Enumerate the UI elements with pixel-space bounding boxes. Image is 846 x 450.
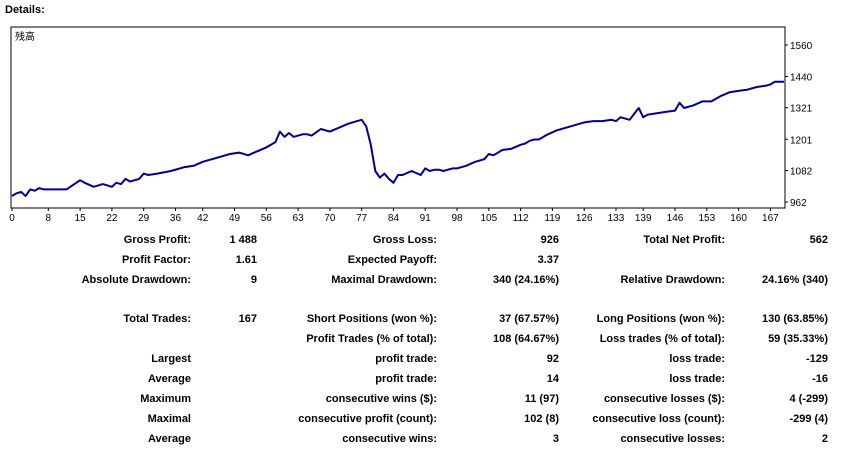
max-consecutive-losses-label: consecutive losses ($):: [603, 393, 725, 405]
x-tick-label: 70: [324, 213, 336, 224]
gross-profit-label: Gross Profit:: [123, 234, 191, 246]
x-tick-label: 98: [451, 213, 463, 224]
short-positions-label: Short Positions (won %):: [306, 313, 437, 325]
balance-chart: 残高 0 8 15 22 29 36 42 49 56 63 70 77 84 91 98 105 112 119 1…: [9, 26, 813, 224]
average-consecutive-wins-value: 3: [552, 433, 559, 445]
x-tick-label: 91: [420, 213, 432, 224]
gross-profit-value: 1 488: [229, 234, 257, 246]
details-title: Details:: [5, 4, 45, 16]
long-positions-label: Long Positions (won %):: [596, 313, 725, 325]
x-tick-label: 63: [293, 213, 305, 224]
expected-payoff-label: Expected Payoff:: [347, 254, 437, 266]
max-consecutive-losses-value: 4 (-299): [789, 393, 828, 405]
expected-payoff-value: 3.37: [537, 254, 559, 266]
largest-profit-trade-label: profit trade:: [375, 353, 437, 365]
x-tick-label: 105: [480, 213, 497, 224]
absolute-drawdown-label: Absolute Drawdown:: [81, 274, 191, 286]
x-tick-label: 133: [608, 213, 625, 224]
maximal-drawdown-label: Maximal Drawdown:: [331, 274, 437, 286]
average-profit-trade-value: 14: [546, 373, 559, 385]
x-tick-label: 0: [9, 213, 15, 224]
x-tick-label: 160: [730, 213, 747, 224]
loss-trades-label: Loss trades (% of total):: [599, 333, 725, 345]
maximal-consecutive-profit-label: consecutive profit (count):: [298, 413, 437, 425]
y-tick-label: 1321: [790, 104, 813, 115]
loss-trades-value: 59 (35.33%): [768, 333, 828, 345]
balance-line: [11, 80, 784, 197]
total-net-profit-value: 562: [809, 234, 828, 246]
average-consecutive-losses-value: 2: [821, 433, 828, 445]
profit-trades-value: 108 (64.67%): [492, 333, 559, 345]
profit-factor-value: 1.61: [235, 254, 257, 266]
x-tick-label: 119: [544, 213, 560, 224]
x-tick-label: 29: [138, 213, 150, 224]
max-consecutive-wins-value: 11 (97): [524, 393, 559, 405]
y-tick-label: 1560: [790, 41, 813, 52]
x-tick-label: 22: [106, 213, 118, 224]
average-consecutive-label: Average: [147, 433, 191, 445]
x-tick-label: 153: [698, 213, 715, 224]
maximal-drawdown-value: 340 (24.16%): [492, 274, 559, 286]
average-loss-trade-value: -16: [812, 373, 828, 385]
chart-legend-label: 残高: [15, 30, 35, 43]
y-tick-label: 962: [790, 198, 807, 209]
gross-loss-value: 926: [540, 234, 559, 246]
x-tick-label: 15: [75, 213, 87, 224]
x-tick-label: 8: [46, 213, 52, 224]
maximal-consecutive-profit-value: 102 (8): [524, 413, 559, 425]
absolute-drawdown-value: 9: [250, 274, 257, 286]
x-tick-label: 167: [762, 213, 779, 224]
average-label: Average: [147, 373, 191, 385]
average-loss-trade-label: loss trade:: [669, 373, 725, 385]
short-positions-value: 37 (67.57%): [499, 313, 559, 325]
maximal-consecutive-loss-label: consecutive loss (count):: [592, 413, 725, 425]
total-net-profit-label: Total Net Profit:: [643, 234, 725, 246]
maximal-label: Maximal: [147, 413, 191, 425]
y-tick-label: 1201: [790, 135, 813, 146]
x-tick-label: 84: [388, 213, 400, 224]
total-trades-label: Total Trades:: [123, 313, 191, 325]
largest-loss-trade-label: loss trade:: [669, 353, 725, 365]
y-tick-label: 1082: [790, 166, 813, 177]
largest-label: Largest: [151, 353, 191, 365]
average-consecutive-wins-label: consecutive wins:: [342, 433, 437, 445]
average-profit-trade-label: profit trade:: [375, 373, 437, 385]
x-tick-label: 139: [635, 213, 652, 224]
x-tick-label: 49: [229, 213, 241, 224]
average-consecutive-losses-label: consecutive losses:: [620, 433, 725, 445]
gross-loss-label: Gross Loss:: [372, 234, 437, 246]
largest-profit-trade-value: 92: [546, 353, 559, 365]
profit-factor-label: Profit Factor:: [121, 254, 191, 266]
x-tick-label: 126: [576, 213, 593, 224]
x-tick-label: 56: [261, 213, 273, 224]
profit-trades-label: Profit Trades (% of total):: [306, 333, 437, 345]
x-tick-label: 77: [356, 213, 368, 224]
maximal-consecutive-loss-value: -299 (4): [789, 413, 828, 425]
x-tick-label: 36: [170, 213, 182, 224]
relative-drawdown-value: 24.16% (340): [761, 274, 828, 286]
largest-loss-trade-value: -129: [805, 353, 828, 365]
total-trades-value: 167: [238, 313, 257, 325]
x-tick-label: 146: [667, 213, 684, 224]
x-tick-label: 112: [513, 213, 529, 224]
relative-drawdown-label: Relative Drawdown:: [620, 274, 725, 286]
x-tick-label: 42: [197, 213, 209, 224]
y-tick-label: 1440: [790, 73, 813, 84]
max-consecutive-wins-label: consecutive wins ($):: [325, 393, 437, 405]
maximum-label: Maximum: [140, 393, 191, 405]
long-positions-value: 130 (63.85%): [761, 313, 828, 325]
